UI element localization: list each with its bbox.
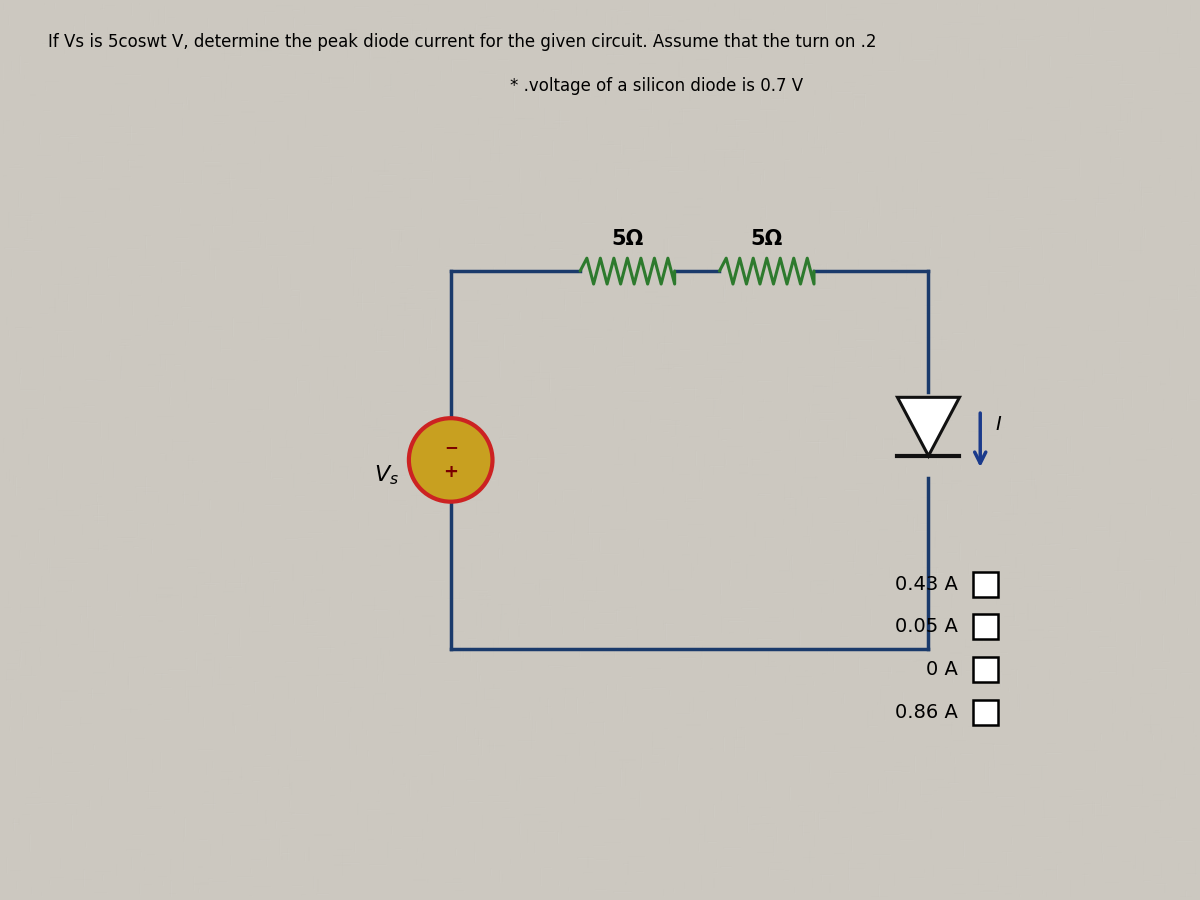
FancyBboxPatch shape <box>973 572 998 597</box>
Text: 0 A: 0 A <box>926 660 959 680</box>
Text: +: + <box>443 463 458 481</box>
Text: 0.86 A: 0.86 A <box>895 703 959 722</box>
Text: If Vs is 5coswt V, determine the peak diode current for the given circuit. Assum: If Vs is 5coswt V, determine the peak di… <box>48 32 876 50</box>
FancyBboxPatch shape <box>973 657 998 682</box>
Text: 5Ω: 5Ω <box>750 230 782 249</box>
Text: * .voltage of a silicon diode is 0.7 V: * .voltage of a silicon diode is 0.7 V <box>510 77 804 95</box>
Text: $I$: $I$ <box>995 415 1002 434</box>
Text: 5Ω: 5Ω <box>611 230 643 249</box>
FancyBboxPatch shape <box>973 615 998 639</box>
FancyBboxPatch shape <box>973 700 998 725</box>
Circle shape <box>409 418 492 501</box>
Text: 0.05 A: 0.05 A <box>895 617 959 636</box>
Polygon shape <box>898 397 960 456</box>
Text: 0.43 A: 0.43 A <box>895 575 959 594</box>
Text: −: − <box>444 438 457 456</box>
Text: $V_s$: $V_s$ <box>373 463 398 487</box>
